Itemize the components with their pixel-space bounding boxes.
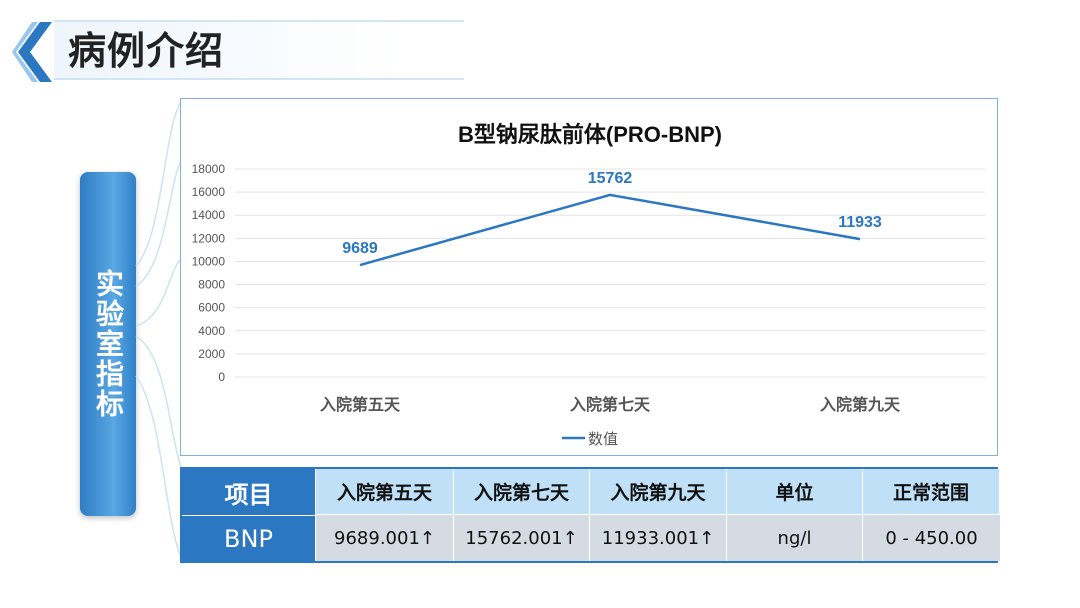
y-tick-label: 6000 [198,301,225,315]
x-tick-label: 入院第七天 [570,395,651,414]
table-header-cell: 入院第九天 [590,469,727,515]
data-label: 15762 [588,170,633,187]
chevron-left-icon [12,22,52,82]
table-header-cell: 项目 [182,469,316,515]
y-tick-label: 14000 [192,208,226,222]
side-label: 实验室指标 [92,269,125,419]
table-cell: 0 - 450.00 [863,515,1000,561]
table-cell: 9689.001↑ [316,515,454,561]
page-title: 病例介绍 [68,29,225,73]
y-tick-label: 18000 [192,162,226,176]
chart-title: B型钠尿肽前体(PRO-BNP) [458,122,722,147]
table-header-cell: 正常范围 [863,469,1000,515]
data-label: 11933 [838,214,882,231]
table-cell: 15762.001↑ [454,515,590,561]
y-tick-label: 8000 [198,278,225,292]
y-tick-label: 12000 [192,231,226,245]
y-tick-label: 16000 [192,185,226,199]
chart-panel: B型钠尿肽前体(PRO-BNP) 0 2000 4000 6000 8000 10000 1… [180,98,998,456]
y-tick-label: 4000 [198,324,225,338]
side-tab: 实验室指标 [80,172,136,516]
data-label: 9689 [342,240,378,257]
table-cell: ng/l [727,515,863,561]
line-chart: B型钠尿肽前体(PRO-BNP) 0 2000 4000 6000 8000 10000 1… [192,122,985,448]
y-tick-label: 2000 [198,347,225,361]
table-header-cell: 单位 [727,469,863,515]
table-header-cell: 入院第七天 [454,469,590,515]
series-line [359,193,861,267]
header-banner [54,20,464,80]
x-tick-label: 入院第九天 [820,395,901,414]
table-cell: 11933.001↑ [590,515,727,561]
data-table: 项目 入院第五天 入院第七天 入院第九天 单位 正常范围 BNP 9689.00… [180,467,1000,563]
x-tick-label: 入院第五天 [320,395,401,414]
legend-label: 数值 [588,431,618,448]
table-row-label: BNP [182,515,316,561]
table-header-cell: 入院第五天 [316,469,454,515]
connector-lines [135,97,185,565]
y-tick-label: 0 [218,370,225,384]
y-tick-label: 10000 [192,254,226,268]
